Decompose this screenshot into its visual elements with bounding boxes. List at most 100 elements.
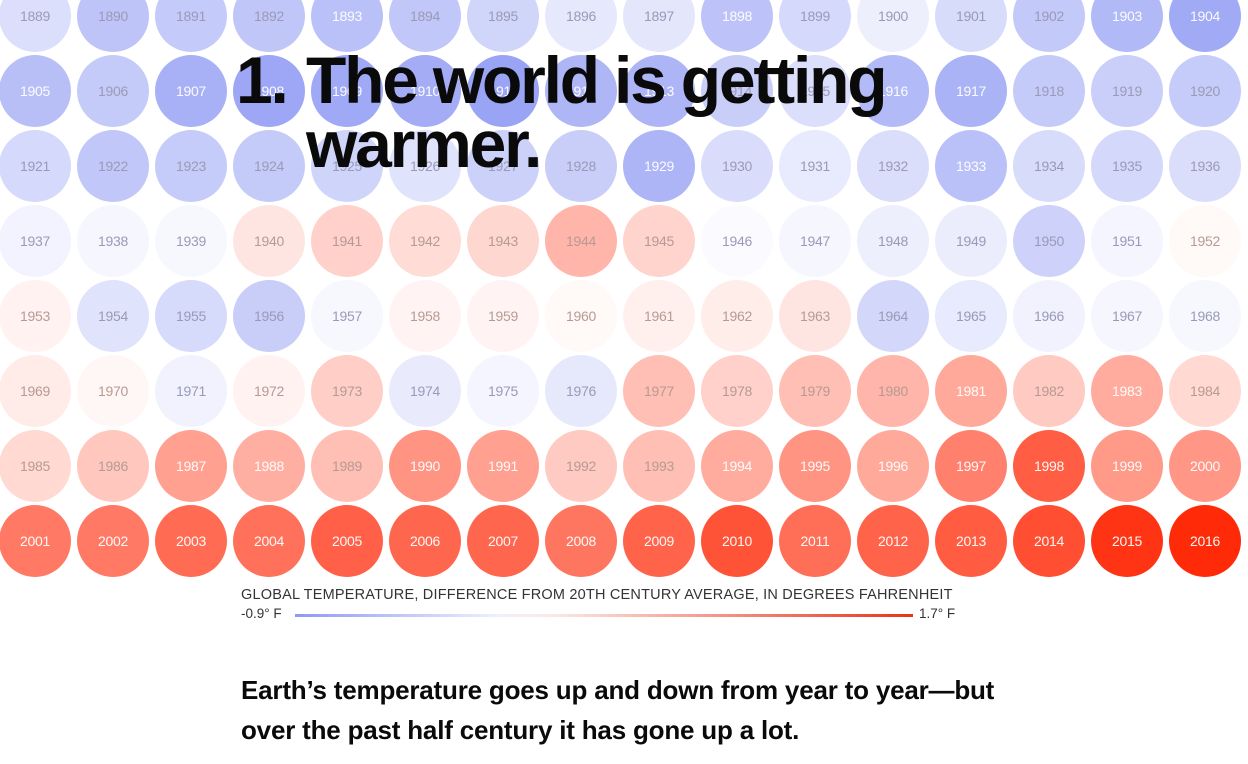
year-dot-1942: 1942 [389, 205, 461, 277]
year-dot-1966: 1966 [1013, 280, 1085, 352]
year-dot-1979: 1979 [779, 355, 851, 427]
year-dot-1985: 1985 [0, 430, 71, 502]
year-dot-1963: 1963 [779, 280, 851, 352]
year-dot-2009: 2009 [623, 505, 695, 577]
year-dot-2014: 2014 [1013, 505, 1085, 577]
year-dot-1952: 1952 [1169, 205, 1241, 277]
year-dot-1987: 1987 [155, 430, 227, 502]
year-dot-1977: 1977 [623, 355, 695, 427]
year-dot-2007: 2007 [467, 505, 539, 577]
year-dot-2001: 2001 [0, 505, 71, 577]
year-dot-1910: 1910 [389, 55, 461, 127]
year-dot-1999: 1999 [1091, 430, 1163, 502]
year-dot-1993: 1993 [623, 430, 695, 502]
year-dot-1995: 1995 [779, 430, 851, 502]
year-dot-1955: 1955 [155, 280, 227, 352]
year-dot-1958: 1958 [389, 280, 461, 352]
year-dot-1950: 1950 [1013, 205, 1085, 277]
year-dot-1932: 1932 [857, 130, 929, 202]
year-dot-1906: 1906 [77, 55, 149, 127]
year-dot-1960: 1960 [545, 280, 617, 352]
year-dot-1889: 1889 [0, 0, 71, 52]
year-dot-1997: 1997 [935, 430, 1007, 502]
year-dot-1936: 1936 [1169, 130, 1241, 202]
year-dot-1965: 1965 [935, 280, 1007, 352]
year-dot-2016: 2016 [1169, 505, 1241, 577]
body-paragraph: Earth’s temperature goes up and down fro… [241, 675, 995, 745]
year-dot-2011: 2011 [779, 505, 851, 577]
year-dot-1913: 1913 [623, 55, 695, 127]
year-dot-2012: 2012 [857, 505, 929, 577]
year-dot-1940: 1940 [233, 205, 305, 277]
year-dot-1983: 1983 [1091, 355, 1163, 427]
year-dot-1990: 1990 [389, 430, 461, 502]
year-dot-1974: 1974 [389, 355, 461, 427]
year-dot-1919: 1919 [1091, 55, 1163, 127]
year-dot-1957: 1957 [311, 280, 383, 352]
year-dot-1931: 1931 [779, 130, 851, 202]
year-dot-1982: 1982 [1013, 355, 1085, 427]
year-dot-1937: 1937 [0, 205, 71, 277]
year-dot-1973: 1973 [311, 355, 383, 427]
year-dot-1970: 1970 [77, 355, 149, 427]
year-dot-1934: 1934 [1013, 130, 1085, 202]
year-dot-1922: 1922 [77, 130, 149, 202]
year-dot-1976: 1976 [545, 355, 617, 427]
year-dot-1953: 1953 [0, 280, 71, 352]
year-dot-1971: 1971 [155, 355, 227, 427]
year-dot-1991: 1991 [467, 430, 539, 502]
year-dot-1901: 1901 [935, 0, 1007, 52]
year-dot-1909: 1909 [311, 55, 383, 127]
year-dot-2015: 2015 [1091, 505, 1163, 577]
legend-min-label: -0.9° F [241, 606, 282, 621]
year-dot-1923: 1923 [155, 130, 227, 202]
year-dot-1946: 1946 [701, 205, 773, 277]
year-dot-1967: 1967 [1091, 280, 1163, 352]
year-dot-1998: 1998 [1013, 430, 1085, 502]
legend-color-scale [295, 614, 913, 617]
year-dot-1948: 1948 [857, 205, 929, 277]
year-dot-1924: 1924 [233, 130, 305, 202]
year-dot-2000: 2000 [1169, 430, 1241, 502]
year-dot-2008: 2008 [545, 505, 617, 577]
year-dot-1903: 1903 [1091, 0, 1163, 52]
year-dot-1961: 1961 [623, 280, 695, 352]
year-dot-1954: 1954 [77, 280, 149, 352]
year-dot-1920: 1920 [1169, 55, 1241, 127]
year-dot-1964: 1964 [857, 280, 929, 352]
year-dot-2006: 2006 [389, 505, 461, 577]
year-dot-1996: 1996 [857, 430, 929, 502]
year-dot-1939: 1939 [155, 205, 227, 277]
year-dot-1929: 1929 [623, 130, 695, 202]
year-dot-2013: 2013 [935, 505, 1007, 577]
year-dot-1930: 1930 [701, 130, 773, 202]
year-dot-1935: 1935 [1091, 130, 1163, 202]
year-dot-1975: 1975 [467, 355, 539, 427]
year-dot-1912: 1912 [545, 55, 617, 127]
year-dot-1890: 1890 [77, 0, 149, 52]
year-dot-1943: 1943 [467, 205, 539, 277]
headline-number: 1. [236, 43, 289, 117]
year-dot-1918: 1918 [1013, 55, 1085, 127]
temperature-dot-grid: 1889 1890 1891 1892 1893 1894 1895 1896 1897 1898… [0, 0, 1241, 577]
year-dot-2010: 2010 [701, 505, 773, 577]
year-dot-1915: 1915 [779, 55, 851, 127]
year-dot-1994: 1994 [701, 430, 773, 502]
year-dot-1917: 1917 [935, 55, 1007, 127]
year-dot-1944: 1944 [545, 205, 617, 277]
year-dot-2005: 2005 [311, 505, 383, 577]
year-dot-1984: 1984 [1169, 355, 1241, 427]
year-dot-1947: 1947 [779, 205, 851, 277]
year-dot-1972: 1972 [233, 355, 305, 427]
legend-caption: GLOBAL TEMPERATURE, DIFFERENCE FROM 20TH… [241, 587, 953, 603]
year-dot-1992: 1992 [545, 430, 617, 502]
year-dot-1927: 1927 [467, 130, 539, 202]
year-dot-1959: 1959 [467, 280, 539, 352]
year-dot-1933: 1933 [935, 130, 1007, 202]
year-dot-1980: 1980 [857, 355, 929, 427]
year-dot-1925: 1925 [311, 130, 383, 202]
year-dot-1981: 1981 [935, 355, 1007, 427]
year-dot-1926: 1926 [389, 130, 461, 202]
year-dot-2004: 2004 [233, 505, 305, 577]
year-dot-1968: 1968 [1169, 280, 1241, 352]
